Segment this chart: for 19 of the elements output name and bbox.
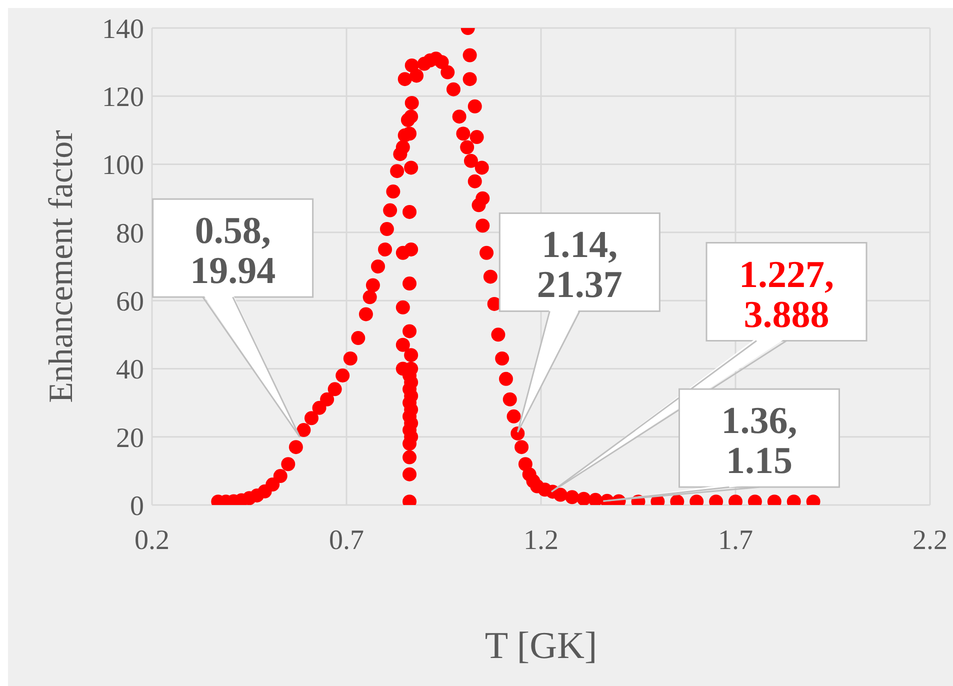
y-tick-label: 120	[102, 82, 144, 114]
x-axis-title: T [GK]	[484, 625, 598, 667]
x-tick-label: 0.2	[134, 524, 170, 556]
x-tick-label: 0.7	[329, 524, 364, 556]
y-tick-label: 100	[102, 150, 144, 182]
x-tick-label: 1.2	[524, 524, 558, 556]
y-tick-label: 20	[116, 422, 144, 454]
y-tick-label: 40	[116, 354, 144, 386]
x-tick-label: 1.7	[718, 524, 753, 556]
x-tick-label: 2.2	[912, 524, 948, 556]
y-tick-label: 140	[102, 14, 144, 45]
y-axis-title: Enhancement factor	[43, 129, 80, 403]
y-tick-label: 60	[116, 286, 144, 318]
annotation: 1.14, 21.37	[536, 224, 622, 306]
annotation: 0.58, 19.94	[190, 210, 276, 292]
y-tick-label: 0	[130, 490, 144, 522]
y-tick-label: 80	[116, 218, 144, 250]
annotation: 1.227, 3.888	[739, 254, 834, 336]
annotation: 1.36, 1.15	[721, 400, 798, 482]
